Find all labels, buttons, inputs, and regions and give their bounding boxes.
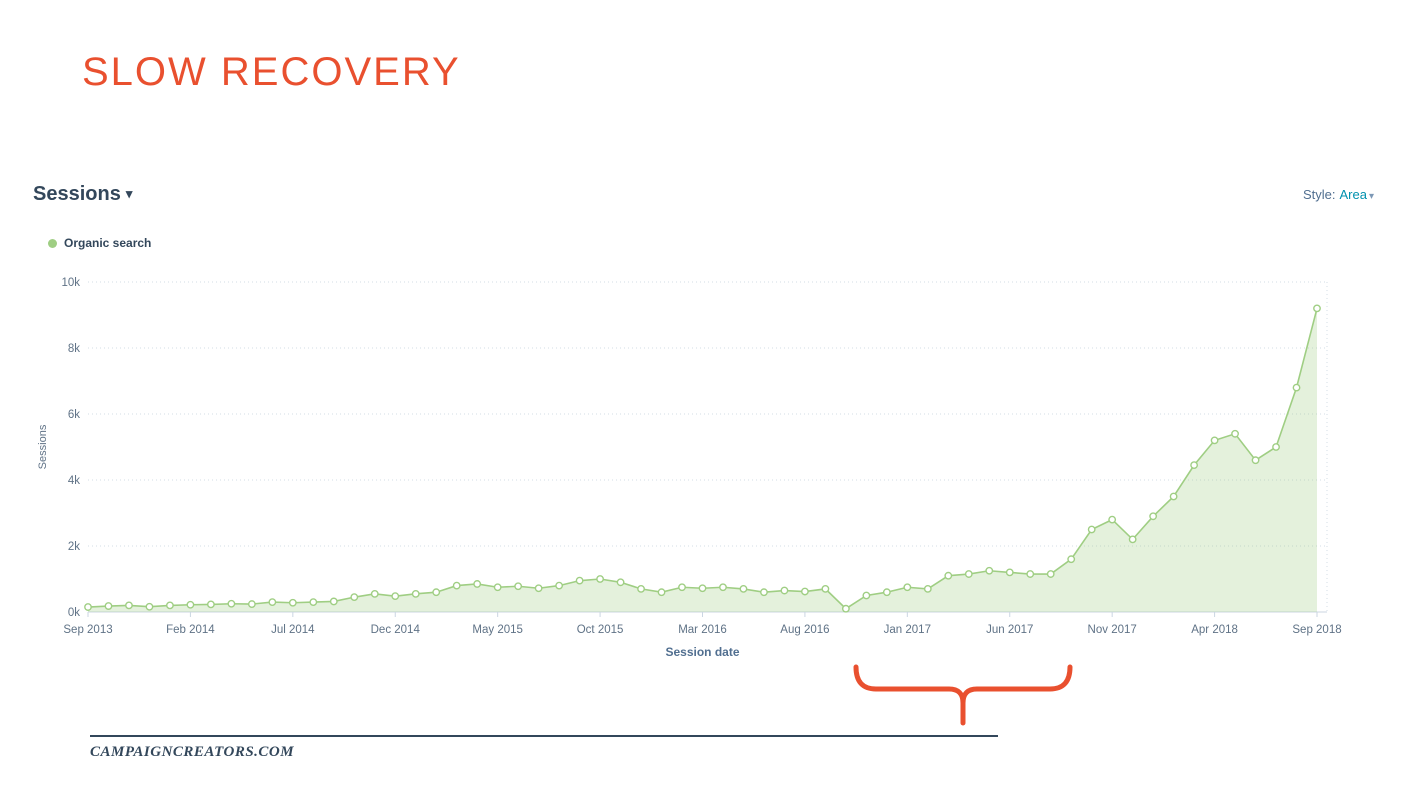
svg-text:Sep 2018: Sep 2018	[1292, 624, 1341, 636]
chart-legend-item[interactable]: Organic search	[48, 236, 1380, 250]
legend-label: Organic search	[64, 236, 152, 250]
chevron-down-icon: ▾	[125, 186, 133, 201]
sessions-metric-dropdown[interactable]: Sessions ▾	[33, 183, 132, 206]
chart-widget-header: Sessions ▾ Style: Area ▾	[30, 183, 1380, 206]
sessions-metric-label: Sessions	[33, 183, 121, 205]
sessions-chart-widget: Sessions ▾ Style: Area ▾ Organic search 0k 2…	[30, 183, 1380, 659]
svg-text:Jul 2014: Jul 2014	[271, 624, 315, 636]
svg-text:Dec 2014: Dec 2014	[371, 624, 421, 636]
svg-text:Jun 2017: Jun 2017	[986, 624, 1033, 636]
svg-text:Aug 2016: Aug 2016	[780, 624, 829, 636]
svg-text:Oct 2015: Oct 2015	[577, 624, 624, 636]
brace-right-arm	[960, 664, 1073, 706]
x-axis-title: Session date	[665, 645, 740, 659]
area-chart[interactable]: 0k 2k 4k 6k 8k 10k Sep 2013 Feb 2014 Jul 2014 Dec…	[30, 260, 1380, 645]
svg-text:Jan 2017: Jan 2017	[884, 624, 931, 636]
svg-text:Sessions: Sessions	[37, 424, 49, 469]
svg-text:May 2015: May 2015	[472, 624, 523, 636]
style-label: Style:	[1302, 187, 1336, 202]
svg-text:8k: 8k	[68, 343, 80, 355]
svg-text:Feb 2014: Feb 2014	[166, 624, 215, 636]
svg-text:10k: 10k	[61, 277, 80, 289]
svg-text:Sep 2013: Sep 2013	[63, 624, 112, 636]
highlight-brace-annotation	[853, 664, 1073, 726]
style-value-text: Area	[1339, 187, 1367, 202]
svg-text:Mar 2016: Mar 2016	[678, 624, 727, 636]
chart-style-control: Style: Area ▾	[1303, 187, 1374, 202]
svg-text:2k: 2k	[68, 541, 80, 553]
svg-text:0k: 0k	[68, 607, 80, 619]
svg-text:Apr 2018: Apr 2018	[1191, 624, 1238, 636]
legend-dot-icon	[48, 238, 57, 248]
footer-divider	[90, 735, 998, 737]
footer-brand: CAMPAIGNCREATORS.COM	[90, 744, 295, 760]
svg-text:Nov 2017: Nov 2017	[1088, 624, 1137, 636]
brace-left-arm	[853, 664, 966, 706]
svg-text:6k: 6k	[68, 409, 80, 421]
svg-text:4k: 4k	[68, 475, 80, 487]
slide-title: SLOW RECOVERY	[82, 50, 461, 94]
chevron-down-icon: ▾	[1368, 191, 1374, 202]
style-dropdown[interactable]: Area ▾	[1340, 187, 1375, 202]
